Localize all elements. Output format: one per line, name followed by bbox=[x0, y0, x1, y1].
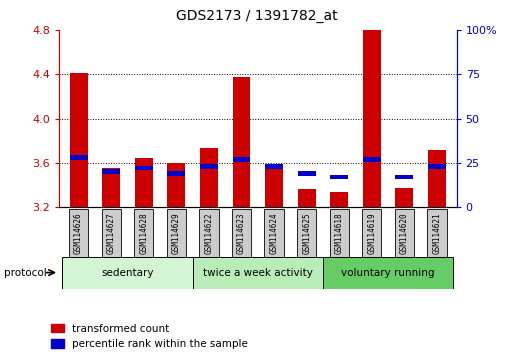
Text: GSM114622: GSM114622 bbox=[204, 212, 213, 253]
Bar bbox=[428, 164, 446, 169]
Text: GSM114623: GSM114623 bbox=[237, 212, 246, 253]
Text: protocol: protocol bbox=[4, 268, 47, 278]
Bar bbox=[297, 209, 317, 257]
Bar bbox=[396, 175, 413, 179]
Bar bbox=[265, 165, 283, 207]
Text: GDS2173 / 1391782_at: GDS2173 / 1391782_at bbox=[175, 9, 338, 23]
Text: GSM114620: GSM114620 bbox=[400, 212, 409, 253]
Text: GSM114625: GSM114625 bbox=[302, 212, 311, 253]
Text: GSM114628: GSM114628 bbox=[139, 212, 148, 253]
Bar bbox=[200, 164, 218, 169]
Bar bbox=[167, 171, 185, 176]
Bar bbox=[70, 73, 88, 207]
Bar bbox=[62, 257, 192, 289]
Bar bbox=[232, 157, 250, 161]
Bar bbox=[265, 164, 283, 169]
Bar bbox=[192, 257, 323, 289]
Text: sedentary: sedentary bbox=[101, 268, 154, 278]
Bar bbox=[69, 209, 88, 257]
Text: GSM114621: GSM114621 bbox=[432, 212, 442, 253]
Text: GSM114618: GSM114618 bbox=[335, 212, 344, 253]
Bar bbox=[232, 209, 251, 257]
Bar bbox=[428, 149, 446, 207]
Bar bbox=[102, 169, 120, 207]
Bar bbox=[298, 171, 315, 176]
Text: GSM114624: GSM114624 bbox=[269, 212, 279, 253]
Bar bbox=[330, 192, 348, 207]
Bar bbox=[265, 209, 284, 257]
Bar bbox=[199, 209, 219, 257]
Bar bbox=[363, 30, 381, 207]
Text: voluntary running: voluntary running bbox=[341, 268, 435, 278]
Bar bbox=[427, 209, 447, 257]
Bar bbox=[363, 157, 381, 161]
Bar bbox=[102, 170, 120, 174]
Bar bbox=[167, 209, 186, 257]
Bar bbox=[135, 158, 153, 207]
Bar bbox=[102, 209, 121, 257]
Bar bbox=[70, 155, 88, 160]
Bar bbox=[167, 163, 185, 207]
Text: GSM114626: GSM114626 bbox=[74, 212, 83, 253]
Bar bbox=[396, 188, 413, 207]
Text: twice a week activity: twice a week activity bbox=[203, 268, 313, 278]
Bar bbox=[135, 166, 153, 170]
Bar bbox=[298, 189, 315, 207]
Bar bbox=[395, 209, 414, 257]
Bar bbox=[134, 209, 153, 257]
Bar bbox=[362, 209, 382, 257]
Bar bbox=[232, 76, 250, 207]
Bar bbox=[323, 257, 453, 289]
Bar bbox=[200, 148, 218, 207]
Text: GSM114629: GSM114629 bbox=[172, 212, 181, 253]
Bar bbox=[330, 175, 348, 179]
Bar bbox=[330, 209, 349, 257]
Legend: transformed count, percentile rank within the sample: transformed count, percentile rank withi… bbox=[51, 324, 248, 349]
Text: GSM114619: GSM114619 bbox=[367, 212, 377, 253]
Text: GSM114627: GSM114627 bbox=[107, 212, 115, 253]
